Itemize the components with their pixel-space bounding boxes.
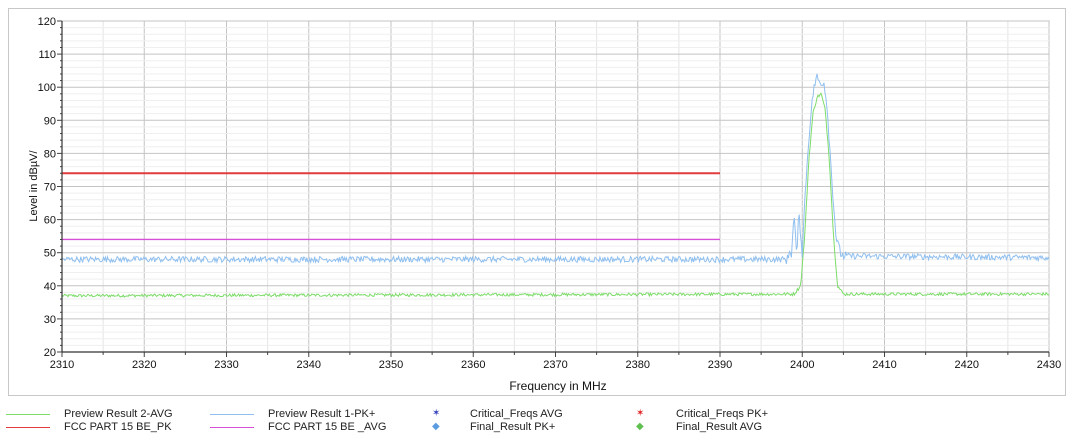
series-line <box>61 73 1050 265</box>
y-tick-label: 90 <box>44 115 56 127</box>
y-tick-label: 70 <box>44 182 56 194</box>
x-tick-label: 2410 <box>872 359 896 371</box>
legend-label: Critical_Freqs PK+ <box>676 408 769 420</box>
legend-star-marker-icon: ✶ <box>636 408 645 419</box>
x-tick-label: 2320 <box>132 359 156 371</box>
axes: 2310 2320 2330 2340 2350 2360 2370 2380 2390 2400… <box>38 16 1062 371</box>
y-tick-label: 20 <box>44 347 56 359</box>
series-line <box>61 92 1050 299</box>
y-tick-label: 100 <box>38 82 56 94</box>
y-tick-label: 120 <box>38 16 56 28</box>
x-tick-label: 2330 <box>214 359 238 371</box>
grid <box>61 20 1050 353</box>
legend-label: FCC PART 15 BE _AVG <box>268 421 387 433</box>
legend-label: Critical_Freqs AVG <box>470 408 563 420</box>
legend-diamond-marker-icon: ◆ <box>432 421 440 432</box>
x-tick-label: 2420 <box>955 359 979 371</box>
x-tick-label: 2310 <box>50 359 74 371</box>
x-tick-label: 2360 <box>461 359 485 371</box>
legend-swatch-line <box>6 414 50 415</box>
chart-frame <box>8 8 1066 396</box>
legend-swatch-line <box>210 427 254 428</box>
y-axis-label: Level in dBµV/ <box>28 149 40 221</box>
x-tick-label: 2390 <box>708 359 732 371</box>
y-tick-label: 60 <box>44 215 56 227</box>
legend-star-marker-icon: ✶ <box>432 408 441 419</box>
x-tick-label: 2370 <box>543 359 567 371</box>
y-tick-label: 30 <box>44 314 56 326</box>
legend-swatch-line <box>6 427 50 428</box>
y-tick-label: 50 <box>44 248 56 260</box>
series-layer <box>61 73 1050 299</box>
legend-label: Preview Result 2-AVG <box>64 408 173 420</box>
x-tick-label: 2430 <box>1037 359 1061 371</box>
y-tick-label: 40 <box>44 281 56 293</box>
legend-diamond-marker-icon: ◆ <box>636 421 644 432</box>
x-axis-label: Frequency in MHz <box>509 379 606 393</box>
y-tick-label: 80 <box>44 148 56 160</box>
x-tick-label: 2340 <box>297 359 321 371</box>
x-tick-label: 2350 <box>379 359 403 371</box>
legend-label: FCC PART 15 BE_PK <box>64 421 172 433</box>
x-tick-label: 2400 <box>790 359 814 371</box>
legend-swatch-line <box>210 414 254 415</box>
x-tick-label: 2380 <box>626 359 650 371</box>
legend-label: Final_Result PK+ <box>470 421 556 433</box>
legend-label: Final_Result AVG <box>676 421 763 433</box>
legend-label: Preview Result 1-PK+ <box>268 408 376 420</box>
y-tick-label: 110 <box>38 49 56 61</box>
